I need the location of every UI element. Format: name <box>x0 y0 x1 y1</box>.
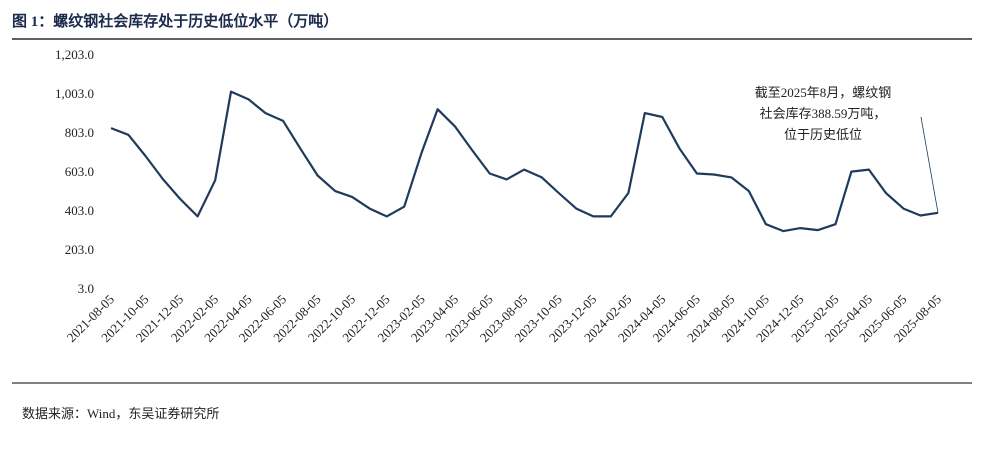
annotation-arrow <box>920 116 939 213</box>
y-tick-label: 203.0 <box>65 242 94 257</box>
source: 数据来源：Wind，东吴证券研究所 <box>22 406 219 421</box>
y-tick-label: 1,203.0 <box>55 47 94 62</box>
y-tick-label: 603.0 <box>65 164 94 179</box>
annotation: 截至2025年8月，螺纹钢 <box>755 85 892 100</box>
chart-title: 图 1：螺纹钢社会库存处于历史低位水平（万吨） <box>12 12 338 30</box>
annotation: 社会库存388.59万吨， <box>760 106 887 121</box>
y-tick-label: 803.0 <box>65 125 94 140</box>
y-tick-label: 1,003.0 <box>55 86 94 101</box>
y-tick-label: 403.0 <box>65 203 94 218</box>
annotation: 位于历史低位 <box>784 127 862 142</box>
data-line <box>110 90 939 233</box>
y-tick-label: 3.0 <box>78 281 94 296</box>
